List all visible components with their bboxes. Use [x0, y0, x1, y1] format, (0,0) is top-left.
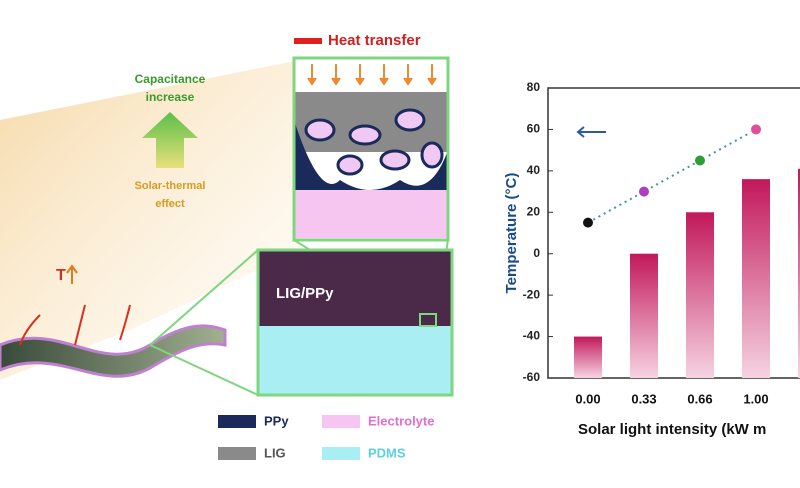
pore: [304, 118, 336, 142]
heat-transfer-label: Heat transfer: [328, 32, 421, 49]
zoom-box: [292, 56, 450, 242]
pore: [336, 154, 364, 176]
y-tick-label: 0: [533, 246, 540, 260]
heat-legend-swatch: [294, 38, 322, 44]
capacitance-label: increase: [146, 90, 195, 104]
y-tick-label: -60: [523, 370, 541, 384]
y-tick-label: 80: [527, 80, 541, 94]
up-arrow: [142, 112, 198, 168]
legend-swatch: [322, 415, 360, 428]
pore: [379, 149, 411, 171]
layer-label: LIG/PPy: [276, 285, 334, 302]
pore: [394, 108, 426, 132]
legend-swatch: [218, 415, 256, 428]
x-tick-label: 0.00: [575, 391, 600, 406]
point: [582, 216, 594, 229]
y-tick-label: 20: [527, 204, 541, 218]
x-tick-label: 0.33: [631, 391, 656, 406]
pore: [348, 124, 382, 146]
electrolyte-region: [294, 190, 448, 238]
top-region: [294, 60, 448, 92]
y-tick-label: -40: [523, 329, 541, 343]
zoom-line: [149, 249, 259, 346]
solar-thermal-label: effect: [155, 198, 185, 210]
legend-swatch: [322, 447, 360, 460]
trend-line: [587, 128, 757, 224]
legend-label: LIG: [264, 445, 286, 460]
plot-frame: [547, 87, 800, 379]
legend-label: PPy: [264, 413, 289, 428]
rise-arrow: [66, 264, 78, 284]
x-tick-label: 1.00: [743, 391, 768, 406]
bar: [574, 336, 602, 378]
zoom-box: [256, 248, 454, 397]
x-tick-label: 0.66: [687, 391, 712, 406]
temperature-label: T: [56, 267, 66, 284]
y-tick-label: -20: [523, 287, 541, 301]
legend-label: Electrolyte: [368, 413, 434, 428]
point: [638, 185, 650, 198]
legend-label: PDMS: [368, 445, 406, 460]
bar: [798, 168, 800, 378]
pdms-layer: [258, 326, 452, 395]
y-axis-label: Temperature (°C): [503, 173, 520, 294]
zoom-marker: [419, 313, 437, 327]
heat-waves: [19, 304, 131, 346]
bar: [630, 253, 658, 378]
bar: [686, 212, 714, 378]
capacitance-label: Capacitance: [135, 72, 206, 86]
legend-swatch: [218, 447, 256, 460]
axis-arrow: [576, 126, 606, 138]
pore: [420, 141, 444, 169]
sunlight: [0, 60, 300, 380]
bar: [742, 179, 770, 378]
device: [0, 324, 227, 378]
point: [750, 123, 762, 136]
solar-thermal-label: Solar-thermal: [135, 180, 206, 192]
y-tick-label: 60: [527, 122, 541, 136]
heat-arrows: [307, 64, 437, 86]
zoom-line: [149, 344, 259, 396]
point: [694, 154, 706, 167]
y-tick-label: 40: [527, 163, 541, 177]
x-axis-label: Solar light intensity (kW m: [578, 421, 766, 438]
